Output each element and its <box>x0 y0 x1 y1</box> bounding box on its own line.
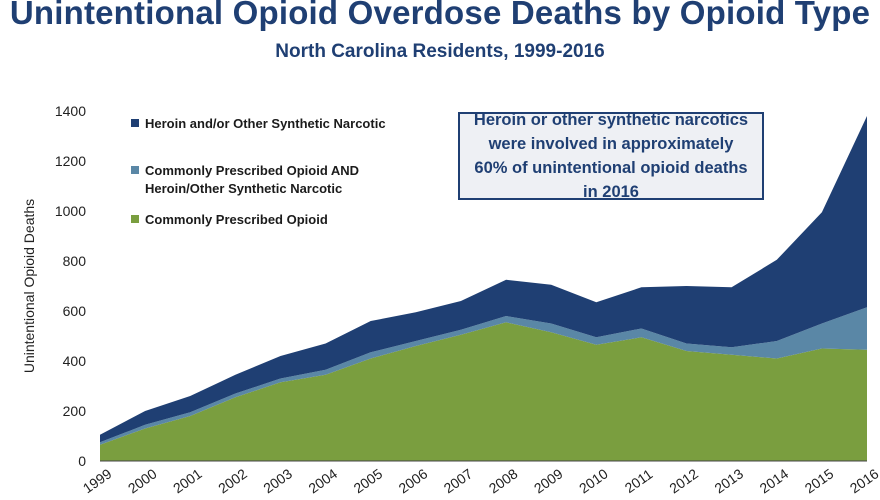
x-tick-label: 2000 <box>125 465 160 496</box>
legend: Heroin and/or Other Synthetic Narcotic Co… <box>131 116 386 227</box>
x-tick-label: 2007 <box>441 465 476 496</box>
x-tick-label: 2011 <box>622 466 656 496</box>
x-tick-label: 2010 <box>576 465 611 496</box>
y-tick-label: 0 <box>78 453 86 469</box>
x-tick-label: 2002 <box>215 465 250 496</box>
area-heroin-and-or-other-synthetic-narcotic <box>100 116 867 443</box>
x-tick-label: 2005 <box>350 465 385 496</box>
legend-swatch <box>131 166 139 174</box>
x-tick-label: 2013 <box>711 465 746 496</box>
x-tick-label: 2016 <box>847 465 880 496</box>
y-tick-label: 800 <box>63 253 87 269</box>
legend-label: Heroin and/or Other Synthetic Narcotic <box>145 116 386 131</box>
chart-title: Unintentional Opioid Overdose Deaths by … <box>9 0 871 31</box>
y-axis-label: Unintentional Opioid Deaths <box>21 199 37 373</box>
x-tick-label: 2012 <box>666 465 701 496</box>
legend-swatch <box>131 119 139 127</box>
y-tick-label: 1000 <box>55 203 86 219</box>
legend-label: Commonly Prescribed Opioid AND Heroin/Oth… <box>145 163 359 196</box>
legend-swatch <box>131 215 139 223</box>
x-tick-label: 2001 <box>170 465 205 496</box>
y-tick-label: 200 <box>63 403 87 419</box>
area-commonly-prescribed-opioid <box>100 322 867 461</box>
callout-box: Heroin or other synthetic narcotics were… <box>458 111 764 201</box>
y-tick-label: 600 <box>63 303 87 319</box>
chart-subtitle: North Carolina Residents, 1999-2016 <box>275 41 605 62</box>
area-commonly-prescribed-opioid-and-heroin-other-synthetic-narcotic <box>100 307 867 445</box>
x-tick-label: 2004 <box>305 465 340 496</box>
y-tick-label: 400 <box>63 353 87 369</box>
x-tick-label: 2006 <box>396 465 431 496</box>
x-tick-label: 2003 <box>260 465 295 496</box>
area-layers <box>100 116 867 461</box>
y-tick-label: 1200 <box>55 153 86 169</box>
x-tick-label: 2009 <box>531 465 566 496</box>
x-tick-label: 2008 <box>486 465 521 496</box>
legend-label: Commonly Prescribed Opioid <box>145 212 328 227</box>
x-tick-label: 2014 <box>757 465 792 496</box>
y-tick-label: 1400 <box>55 103 86 119</box>
x-tick-label: 2015 <box>802 465 837 496</box>
x-tick-label: 1999 <box>80 465 115 496</box>
